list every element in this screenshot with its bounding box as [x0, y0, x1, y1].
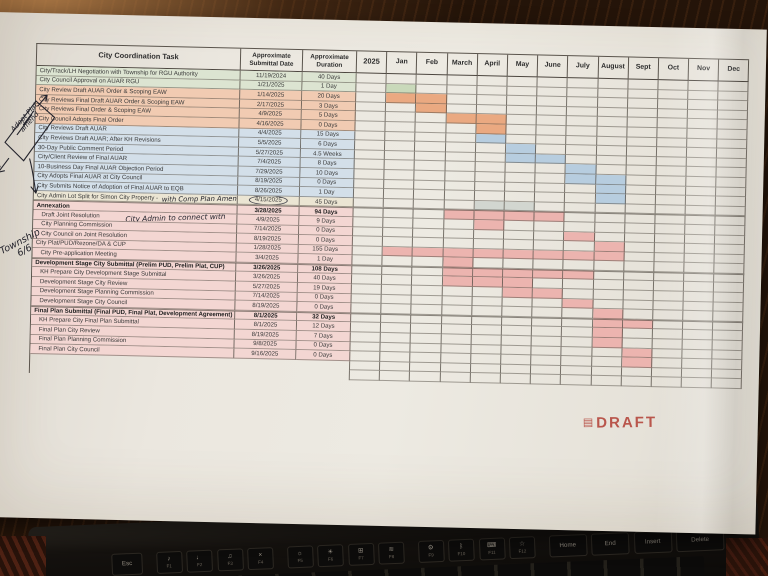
desk-corner-right: [726, 538, 768, 576]
table-body: City/Track/LH Negotiation with Township …: [30, 66, 750, 390]
desk-corner-left: [0, 536, 46, 576]
mic-mute-icon: ×: [258, 551, 263, 559]
key-star: ☆ F12: [508, 536, 536, 560]
bluetooth-icon: ᛒ: [459, 543, 464, 551]
star-icon: ☆: [519, 540, 526, 548]
gantt-cell: [621, 376, 652, 388]
column-header-month: Nov: [688, 58, 720, 82]
gantt-cell: [410, 371, 441, 383]
key-volume-up: ♫ F3: [216, 548, 244, 572]
gantt-cell: [349, 370, 381, 381]
key-home: Home: [548, 533, 588, 558]
draft-stamp: ▤ DRAFT: [583, 414, 657, 432]
gantt-cell: [560, 375, 592, 386]
display-icon: ⊞: [357, 547, 364, 555]
key-mic-mute: × F4: [247, 547, 274, 571]
gantt-cell: [711, 378, 743, 390]
column-header-month: April: [477, 54, 509, 77]
column-header-month: Feb: [417, 52, 448, 76]
brightness-up-icon: ☀: [327, 548, 334, 556]
draft-stamp-icon: ▤: [582, 416, 594, 429]
duration-cell: [295, 369, 350, 381]
key-wifi: ≋ F8: [377, 541, 405, 565]
key-display: ⊞ F7: [347, 542, 375, 566]
key-end: End: [590, 532, 630, 556]
brightness-down-icon: ☼: [296, 549, 303, 558]
gantt-cell: [681, 378, 713, 389]
key-insert: Insert: [633, 530, 673, 554]
column-header-month: Jan: [386, 51, 418, 75]
column-header-month: Oct: [658, 58, 690, 81]
column-header-month: March: [447, 53, 478, 77]
key-esc: Esc: [111, 552, 144, 576]
key-keyboard: ⌨ F11: [478, 537, 506, 561]
volume-down-icon: ♩: [196, 554, 203, 562]
paper-document: City Coordination Task Approximate Submi…: [0, 12, 767, 535]
schedule-table: City Coordination Task Approximate Submi…: [28, 43, 750, 390]
volume-up-icon: ♫: [227, 552, 233, 561]
column-header-date: Approximate Submittal Date: [240, 48, 304, 73]
gantt-cell: [440, 372, 471, 383]
column-header-month: Dec: [718, 59, 750, 83]
gantt-cell: [470, 373, 501, 384]
key-settings: ⚙ F9: [417, 539, 445, 564]
gantt-cell: [500, 374, 532, 385]
key-brightness-down: ☼ F5: [286, 545, 314, 569]
draft-stamp-label: DRAFT: [596, 413, 658, 432]
handwritten-note: with Comp Plan Amendment: [162, 194, 238, 204]
keyboard-icon: ⌨: [486, 541, 497, 550]
key-bluetooth: ᛒ F10: [447, 538, 475, 562]
date-cell: [234, 368, 296, 379]
column-header-month: May: [507, 54, 539, 78]
column-header-month: June: [537, 55, 569, 79]
wifi-icon: ≋: [388, 546, 395, 554]
circled-date: 4/15/2025: [248, 195, 288, 206]
key-mute: ♪ F1: [155, 550, 183, 574]
column-header-month: Sept: [628, 57, 659, 81]
settings-icon: ⚙: [427, 544, 434, 552]
gantt-cell: [591, 376, 622, 387]
column-header-month: July: [567, 56, 599, 79]
column-header-month: August: [598, 56, 629, 80]
column-header-year: 2025: [356, 51, 388, 74]
key-brightness-up: ☀ F6: [317, 544, 344, 568]
gantt-cell: [530, 374, 562, 386]
column-header-duration: Approximate Duration: [302, 50, 358, 74]
mute-icon: ♪: [167, 555, 171, 563]
gantt-cell: [651, 377, 682, 388]
gantt-cell: [379, 371, 411, 382]
key-volume-down: ♩ F2: [186, 549, 214, 573]
